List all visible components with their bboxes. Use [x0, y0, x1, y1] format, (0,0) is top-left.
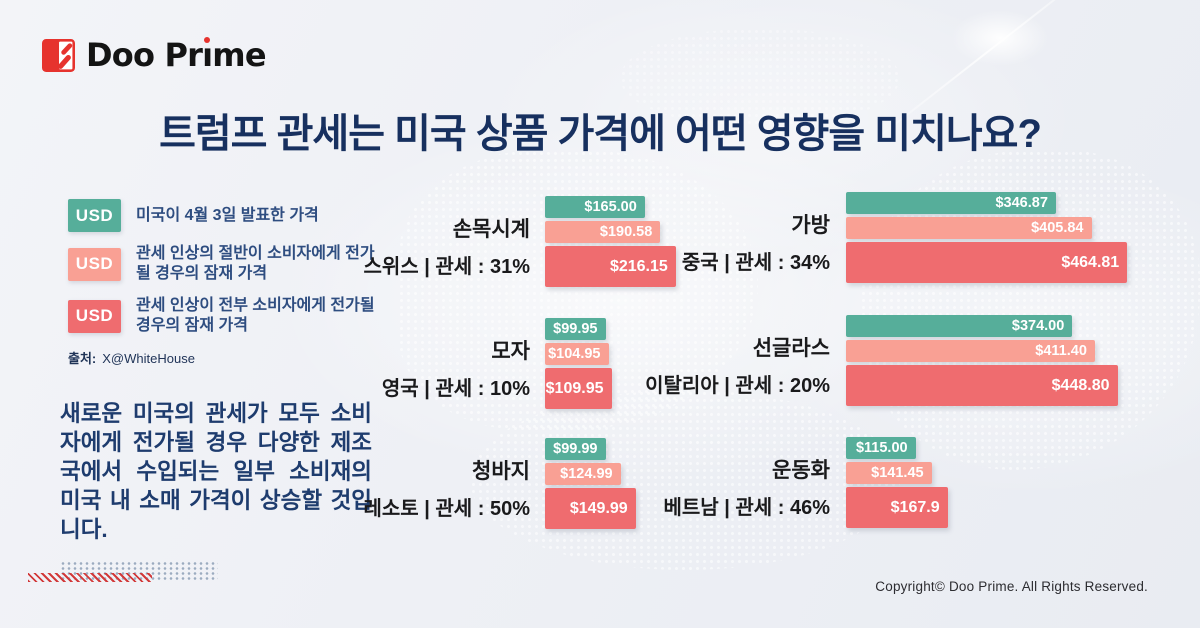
legend-label: 관세 인상의 절반이 소비자에게 전가될 경우의 잠재 가격: [136, 245, 375, 282]
chart-label: 손목시계 스위스 | 관세 : 31%: [363, 196, 530, 287]
product-name: 가방: [791, 213, 830, 237]
legend-swatch-salmon: USD: [68, 247, 121, 281]
bar-value-label: $374.00: [1011, 318, 1065, 334]
bar-half-passthrough-price: $124.99: [545, 463, 621, 485]
chart-jeans: 청바지 레소토 | 관세 : 50% $99.99 $124.99 $149.9…: [363, 438, 636, 529]
bar-value-label: $464.81: [1061, 253, 1120, 271]
bar-value-label: $104.95: [548, 346, 601, 362]
bar-full-passthrough-price: $167.9: [846, 487, 948, 528]
bar-group: $99.95 $104.95 $109.95: [545, 318, 612, 409]
chart-sneakers: 운동화 베트남 | 관세 : 46% $115.00 $141.45 $167.…: [655, 437, 948, 528]
bar-half-passthrough-price: $141.45: [846, 462, 932, 484]
bar-value-label: $411.40: [1035, 343, 1087, 359]
product-name: 청바지: [472, 459, 530, 483]
bar-announced-price: $115.00: [846, 437, 916, 459]
world-map-dots-decoration: [620, 28, 900, 128]
product-name: 선글라스: [752, 336, 830, 360]
legend-swatch-teal: USD: [68, 199, 121, 232]
bar-group: $115.00 $141.45 $167.9: [846, 437, 948, 528]
bar-value-label: $99.95: [553, 321, 598, 337]
chart-bag: 가방 중국 | 관세 : 34% $346.87 $405.84 $464.81: [655, 192, 1128, 283]
bar-full-passthrough-price: $464.81: [846, 242, 1128, 283]
product-name: 손목시계: [452, 217, 530, 241]
brand-wordmark: Doo Pr ı me: [86, 36, 267, 74]
bar-group: $374.00 $411.40 $448.80: [846, 315, 1118, 406]
brand-text: Doo Pr: [86, 36, 203, 74]
bar-half-passthrough-price: $104.95: [545, 343, 609, 365]
red-stripe-decoration: [28, 573, 152, 582]
bar-value-label: $448.80: [1051, 376, 1110, 394]
bar-full-passthrough-price: $109.95: [545, 368, 612, 409]
chart-watch: 손목시계 스위스 | 관세 : 31% $165.00 $190.58 $216…: [363, 196, 676, 287]
product-name: 운동화: [772, 458, 830, 482]
origin-tariff: 영국 | 관세 : 10%: [381, 377, 530, 400]
bar-half-passthrough-price: $190.58: [545, 221, 661, 243]
origin-tariff: 이탈리아 | 관세 : 20%: [645, 374, 830, 397]
legend-item-full-passthrough: USD 관세 인상이 전부 소비자에게 전가될 경우의 잠재 가격: [68, 296, 386, 336]
origin-tariff: 스위스 | 관세 : 31%: [363, 255, 530, 278]
copyright-text: Copyright© Doo Prime. All Rights Reserve…: [875, 579, 1148, 594]
doo-prime-logo: Doo Pr ı me: [42, 36, 267, 74]
bar-value-label: $149.99: [569, 499, 628, 517]
bar-full-passthrough-price: $149.99: [545, 488, 636, 529]
legend-item-announced: USD 미국이 4월 3일 발표한 가격: [68, 199, 386, 232]
legend-label: 미국이 4월 3일 발표한 가격: [136, 206, 319, 224]
commentary-text: 새로운 미국의 관세가 모두 소비자에게 전가될 경우 다양한 제조국에서 수입…: [60, 401, 372, 542]
bar-value-label: $167.9: [890, 498, 940, 516]
brand-letter-i: ı: [202, 36, 213, 74]
brand-i-dot: [204, 37, 211, 43]
bar-group: $99.99 $124.99 $149.99: [545, 438, 636, 529]
bar-value-label: $216.15: [609, 257, 668, 275]
bar-group: $346.87 $405.84 $464.81: [846, 192, 1128, 283]
doo-prime-logo-icon: [42, 38, 75, 72]
origin-tariff: 베트남 | 관세 : 46%: [663, 496, 830, 519]
bar-full-passthrough-price: $216.15: [545, 246, 676, 287]
bar-value-label: $165.00: [584, 199, 637, 215]
bar-value-label: $99.99: [553, 441, 598, 457]
source-value: X@WhiteHouse: [102, 351, 195, 366]
bar-value-label: $115.00: [855, 440, 908, 456]
bar-value-label: $124.99: [560, 466, 613, 482]
bar-half-passthrough-price: $411.40: [846, 340, 1095, 362]
page-title: 트럼프 관세는 미국 상품 가격에 어떤 영향을 미치나요?: [159, 112, 1042, 156]
bar-half-passthrough-price: $405.84: [846, 217, 1092, 239]
source-label: 출처:: [68, 351, 97, 366]
bar-group: $165.00 $190.58 $216.15: [545, 196, 676, 287]
origin-tariff: 중국 | 관세 : 34%: [681, 251, 830, 274]
legend-label: 관세 인상이 전부 소비자에게 전가될 경우의 잠재 가격: [136, 297, 375, 334]
bar-announced-price: $346.87: [846, 192, 1056, 214]
bar-announced-price: $165.00: [545, 196, 645, 218]
bar-value-label: $346.87: [995, 195, 1048, 211]
legend-item-half-passthrough: USD 관세 인상의 절반이 소비자에게 전가될 경우의 잠재 가격: [68, 244, 386, 284]
bar-value-label: $109.95: [545, 379, 604, 397]
bar-value-label: $141.45: [871, 465, 924, 481]
bar-value-label: $405.84: [1031, 220, 1084, 236]
chart-label: 청바지 레소토 | 관세 : 50%: [363, 438, 530, 529]
chart-label: 선글라스 이탈리아 | 관세 : 20%: [645, 315, 830, 406]
bar-announced-price: $99.99: [545, 438, 606, 460]
product-name: 모자: [491, 339, 530, 363]
legend: USD 미국이 4월 3일 발표한 가격 USD 관세 인상의 절반이 소비자에…: [68, 199, 386, 367]
origin-tariff: 레소토 | 관세 : 50%: [363, 497, 530, 520]
world-map-dots-decoration: [470, 390, 900, 570]
chart-sunglasses: 선글라스 이탈리아 | 관세 : 20% $374.00 $411.40 $44…: [645, 315, 1118, 406]
bar-announced-price: $374.00: [846, 315, 1073, 337]
bar-announced-price: $99.95: [545, 318, 606, 340]
chart-label: 모자 영국 | 관세 : 10%: [375, 318, 530, 409]
chart-hat: 모자 영국 | 관세 : 10% $99.95 $104.95 $109.95: [375, 318, 612, 409]
bar-value-label: $190.58: [599, 224, 653, 240]
legend-swatch-coral: USD: [68, 299, 121, 333]
chart-label: 운동화 베트남 | 관세 : 46%: [655, 437, 830, 528]
chart-label: 가방 중국 | 관세 : 34%: [655, 192, 830, 283]
source-note: 출처: X@WhiteHouse: [68, 348, 386, 367]
bar-full-passthrough-price: $448.80: [846, 365, 1118, 406]
